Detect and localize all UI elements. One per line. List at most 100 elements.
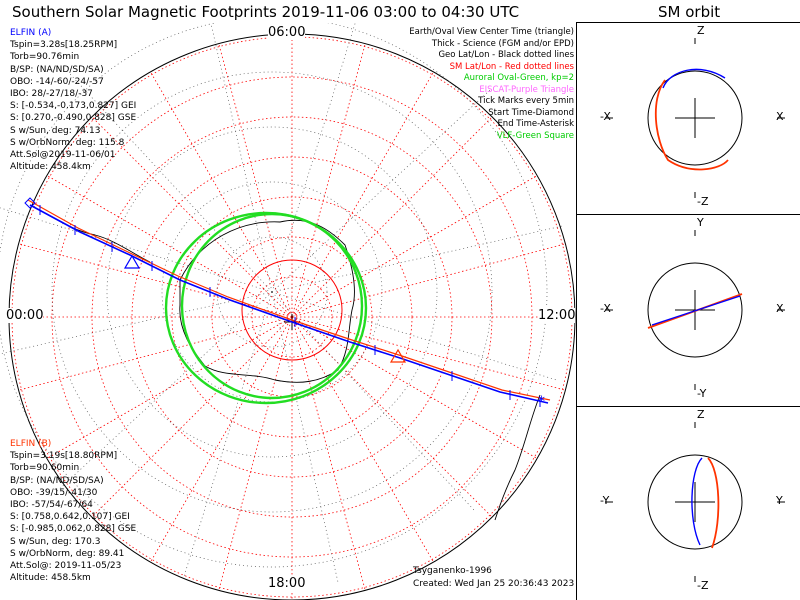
orbit-axis-left: -X — [600, 110, 611, 123]
elfin-b-info-line: OBO: -39/15/-41/30 — [10, 487, 98, 498]
elfin-a-info-line: B/SP: (NA/ND/SD/SA) — [10, 64, 104, 75]
earth-circle — [647, 454, 743, 550]
sm-lon-line — [218, 316, 293, 591]
sm-lon-line — [291, 316, 366, 591]
earth-circle — [647, 262, 743, 358]
orbit-axis-left: -Y — [600, 494, 610, 507]
sm-lon-grid — [9, 34, 575, 600]
orbit-axis-right: X — [776, 302, 784, 315]
legend-entry: EISCAT-Purple Triangle — [479, 84, 574, 95]
sm-lon-line — [291, 43, 366, 318]
elfin-a-info-line: Att.Sol@2019-11-06/01 — [10, 150, 116, 161]
hour-label-right: 12:00 — [538, 308, 576, 323]
elfin-a-label: ELFIN (A) — [10, 28, 52, 38]
elfin-b-orbit — [654, 79, 729, 171]
sm-lon-line — [291, 316, 566, 391]
elfin-a-info-line: S w/Sun, deg: 74.13 — [10, 125, 101, 136]
elfin-b-info-line: B/SP: (NA/ND/SD/SA) — [10, 475, 104, 486]
elfin-b-info-line: IBO: -57/54/-67/64 — [10, 500, 93, 511]
orbit-axis-top: Z — [697, 408, 705, 421]
sm-lon-line — [291, 71, 434, 318]
elfin-a-info-line: Altitude: 458.4km — [10, 162, 91, 173]
elfin-a-info: ELFIN (A) Tspin=3.28s[18.25RPM] Torb=90.7… — [10, 27, 136, 173]
orbit-axis-bottom: -Z — [697, 195, 709, 208]
orbit-axis-right: Y — [776, 494, 783, 507]
sm-lon-line — [291, 316, 538, 459]
orbit-axis-left: -X — [600, 302, 611, 315]
legend-entry: Geo Lat/Lon - Black dotted lines — [438, 50, 574, 60]
elfin-b-info-line: Tspin=3.19s[18.80RPM] — [10, 451, 118, 462]
sm-lon-line — [291, 116, 493, 318]
legend-entry: Start Time-Diamond — [488, 107, 574, 118]
elfin-a-info-line: IBO: 28/-27/18/-37 — [10, 89, 93, 100]
sm-lon-line — [291, 175, 538, 318]
orbit-axis-bottom: -Y — [697, 387, 707, 400]
created-label: Created: Wed Jan 25 20:36:43 2023 — [413, 579, 575, 589]
auroral-oval-outer — [164, 211, 368, 405]
plot-title: Southern Solar Magnetic Footprints 2019-… — [12, 3, 520, 21]
orbit-axis-bottom: -Z — [697, 579, 709, 592]
elfin-b-info-line: Altitude: 458.5km — [10, 573, 91, 584]
elfin-a-info-line: OBO: -14/-60/-24/-57 — [10, 76, 104, 87]
orbit-axis-top: Z — [697, 24, 705, 37]
earth-circle — [647, 70, 743, 166]
elfin-a-info-line: Torb=90.76min — [10, 52, 80, 63]
elfin-a-info-line: S: [0.270,-0.490,0.828] GSE — [10, 113, 137, 124]
elfin-b-info: ELFIN (B) Tspin=3.19s[18.80RPM] Torb=90.6… — [10, 438, 136, 584]
track-tick-marks — [39, 205, 541, 407]
elfin-a-start-diamond — [24, 197, 36, 209]
elfin-a-orbit — [691, 457, 703, 546]
elfin-a-info-line: Tspin=3.28s[18.25RPM] — [10, 40, 118, 51]
elfin-b-label: ELFIN (B) — [10, 439, 52, 449]
sm-lon-line — [18, 243, 293, 318]
elfin-a-orbit — [662, 68, 726, 89]
elfin-b-info-line: S w/OrbNorm, deg: 89.41 — [10, 548, 125, 559]
elfin-b-orbit — [707, 457, 720, 549]
legend-entry: Tick Marks every 5min — [478, 96, 574, 106]
sm-lon-line — [18, 316, 293, 391]
legend-entry: Auroral Oval-Green, kp=2 — [463, 73, 574, 83]
orbit-axis-top: Y — [697, 216, 704, 229]
orbit-panel-border-1 — [576, 214, 800, 215]
sm-lon-line — [150, 71, 293, 318]
legend-entry: SM Lat/Lon - Red dotted lines — [449, 61, 574, 72]
legend-entry: End Time-Asterisk — [497, 119, 574, 129]
orbit-title: SM orbit — [658, 3, 721, 21]
elfin-a-track — [29, 204, 549, 404]
antarctica-coastline — [179, 219, 355, 383]
elfin-b-info-line: S: [0.758,0.642,0.107] GEI — [10, 512, 130, 523]
elfin-a-info-line: S w/OrbNorm, deg: 115.8 — [10, 137, 125, 148]
sm-lon-line — [218, 43, 293, 318]
elfin-b-info-line: Torb=90.60min — [10, 463, 80, 474]
sm-lon-line — [150, 316, 293, 563]
hour-label-top: 06:00 — [268, 25, 306, 40]
elfin-b-track — [27, 199, 551, 401]
hour-label-left: 00:00 — [6, 308, 44, 323]
elfin-a-orbit — [651, 295, 741, 326]
sm-lon-line — [291, 316, 493, 518]
elfin-a-info-line: S: [-0.534,-0.173,0.827] GEI — [10, 101, 137, 112]
sm-lon-line — [91, 316, 293, 518]
sm-pole-circle — [241, 259, 343, 361]
elfin-b-info-line: S: [-0.985,0.062,0.828] GSE — [10, 524, 137, 535]
elfin-a-end-asterisk: * — [538, 394, 545, 410]
panel-divider — [576, 22, 577, 600]
elfin-a-center-triangle — [123, 254, 141, 269]
orbit-axis-right: X — [776, 110, 784, 123]
model-label: Tsyganenko-1996 — [413, 566, 492, 576]
elfin-b-info-line: S w/Sun, deg: 170.3 — [10, 536, 101, 547]
legend-entry: Thick - Science (FGM and/or EPD) — [431, 38, 574, 49]
sm-lon-line — [291, 243, 566, 318]
sm-lon-line — [46, 175, 293, 318]
hour-label-bottom: 18:00 — [268, 576, 306, 591]
orbit-panel-border-2 — [576, 406, 800, 407]
sm-lon-line — [46, 316, 293, 459]
africa-coastline — [494, 394, 541, 521]
legend-entry: VLF-Green Square — [496, 130, 574, 141]
sm-lon-line — [291, 316, 434, 563]
legend: Earth/Oval View Center Time (triangle) Th… — [409, 27, 574, 142]
elfin-b-center-triangle — [389, 348, 407, 363]
elfin-b-info-line: Att.Sol@: 2019-11-05/23 — [10, 561, 122, 572]
sm-lon-line — [91, 116, 293, 318]
